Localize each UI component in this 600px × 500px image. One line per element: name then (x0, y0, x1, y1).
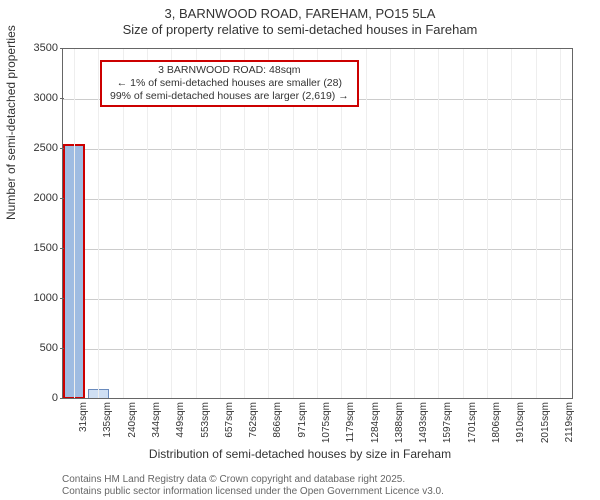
y-axis-label: Number of semi-detached properties (4, 25, 18, 220)
y-tick-label: 3000 (8, 92, 58, 104)
y-tick-label: 1500 (8, 242, 58, 254)
x-axis-line (62, 398, 572, 399)
x-axis-label: Distribution of semi-detached houses by … (0, 447, 600, 461)
attribution-line1: Contains HM Land Registry data © Crown c… (62, 474, 444, 486)
x-tick-label: 344sqm (151, 402, 162, 438)
x-tick-label: 2119sqm (564, 402, 575, 442)
y-tick-label: 2000 (8, 192, 58, 204)
y-axis-line (62, 48, 63, 398)
y-tick-label: 3500 (8, 42, 58, 54)
x-tick-label: 1597sqm (442, 402, 453, 443)
x-tick-label: 1284sqm (370, 402, 381, 443)
y-tick-label: 0 (8, 392, 58, 404)
annotation-callout: 3 BARNWOOD ROAD: 48sqm ← 1% of semi-deta… (100, 60, 359, 107)
y-tick-label: 1000 (8, 292, 58, 304)
x-tick-label: 1910sqm (515, 402, 526, 443)
x-tick-label: 1806sqm (491, 402, 502, 443)
callout-line3: 99% of semi-detached houses are larger (… (110, 90, 349, 103)
x-tick-label: 971sqm (297, 402, 308, 438)
callout-line2: ← 1% of semi-detached houses are smaller… (110, 77, 349, 90)
chart-title: 3, BARNWOOD ROAD, FAREHAM, PO15 5LA Size… (0, 0, 600, 39)
x-tick-label: 762sqm (248, 402, 259, 438)
x-tick-label: 2015sqm (540, 402, 551, 443)
attribution-line2: Contains public sector information licen… (62, 486, 444, 498)
x-tick-label: 1179sqm (345, 402, 356, 442)
x-tick-label: 31sqm (78, 402, 89, 432)
x-tick-label: 1075sqm (321, 402, 332, 443)
x-tick-label: 1388sqm (394, 402, 405, 443)
y-tick-label: 500 (8, 342, 58, 354)
x-tick-label: 1493sqm (418, 402, 429, 443)
x-tick-label: 1701sqm (467, 402, 478, 443)
title-line1: 3, BARNWOOD ROAD, FAREHAM, PO15 5LA (0, 6, 600, 22)
x-tick-label: 553sqm (200, 402, 211, 438)
attribution-text: Contains HM Land Registry data © Crown c… (62, 474, 444, 498)
y-tick-label: 2500 (8, 142, 58, 154)
callout-line1: 3 BARNWOOD ROAD: 48sqm (110, 64, 349, 77)
x-tick-label: 135sqm (102, 402, 113, 438)
title-line2: Size of property relative to semi-detach… (0, 22, 600, 38)
x-tick-label: 866sqm (272, 402, 283, 438)
x-tick-label: 657sqm (224, 402, 235, 438)
x-tick-label: 449sqm (175, 402, 186, 438)
x-tick-label: 240sqm (127, 402, 138, 438)
